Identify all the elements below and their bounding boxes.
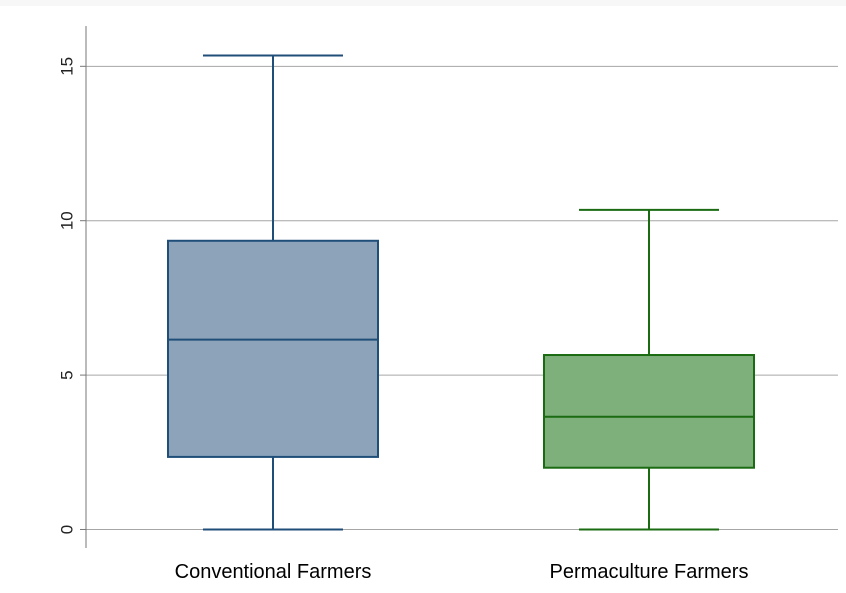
y-tick-label-15: 15: [58, 57, 77, 76]
category-labels: Conventional Farmers Permaculture Farmers: [175, 561, 749, 583]
category-label-1: Permaculture Farmers: [550, 561, 749, 583]
y-axis: 0 5 10 15: [58, 26, 87, 548]
box-permaculture: [543, 208, 755, 531]
y-tick-label-10: 10: [58, 211, 77, 230]
interquartile-box: [167, 239, 379, 458]
boxes: [167, 54, 755, 531]
y-tick-label-0: 0: [58, 525, 77, 534]
y-tick-label-5: 5: [58, 370, 77, 379]
category-label-0: Conventional Farmers: [175, 561, 372, 583]
box-conventional: [167, 54, 379, 531]
interquartile-box: [543, 354, 755, 469]
top-border: [0, 0, 846, 6]
